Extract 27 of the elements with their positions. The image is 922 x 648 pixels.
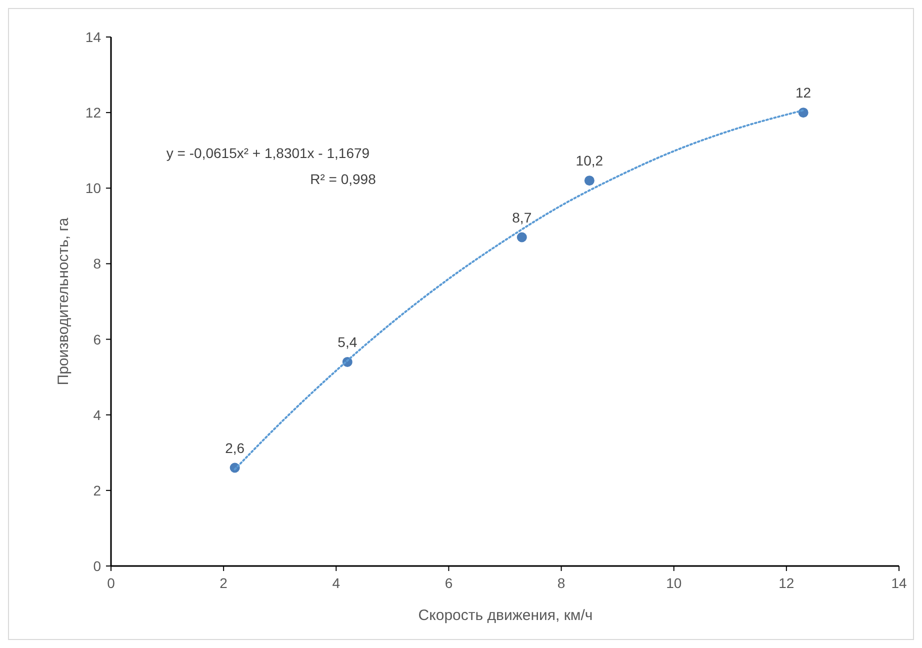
data-label: 12 bbox=[796, 84, 812, 101]
x-tick-label: 4 bbox=[332, 575, 340, 591]
x-tick-label: 6 bbox=[444, 575, 453, 591]
point bbox=[516, 232, 527, 242]
x-tick-label: 2 bbox=[220, 575, 228, 591]
y-axis-title: Производительность, га bbox=[55, 217, 72, 386]
y-tick-label: 8 bbox=[93, 256, 102, 272]
y-tick-label: 12 bbox=[85, 104, 102, 121]
y-tick-label: 14 bbox=[85, 29, 102, 45]
x-tick-label: 14 bbox=[891, 575, 907, 591]
x-tick-label: 10 bbox=[666, 575, 682, 591]
data-label: 5,4 bbox=[338, 334, 358, 350]
y-tick-label: 10 bbox=[85, 180, 102, 196]
x-tick-label: 8 bbox=[557, 575, 566, 591]
y-tick-label: 4 bbox=[93, 406, 102, 423]
y-tick-label: 0 bbox=[93, 558, 102, 574]
x-tick-label: 0 bbox=[107, 575, 116, 591]
x-tick-label: 12 bbox=[778, 575, 794, 591]
point bbox=[584, 176, 594, 186]
data-label: 10,2 bbox=[576, 152, 604, 169]
annotation: R² = 0,998 bbox=[310, 171, 376, 187]
x-axis-title: Скорость движения, км/ч bbox=[418, 607, 593, 624]
y-tick-label: 6 bbox=[93, 331, 102, 348]
data-label: 2,6 bbox=[225, 440, 245, 456]
data-label: 8,7 bbox=[512, 209, 532, 226]
annotation: y = -0,0615x² + 1,8301x - 1,1679 bbox=[166, 145, 370, 161]
y-tick-label: 2 bbox=[93, 482, 102, 498]
